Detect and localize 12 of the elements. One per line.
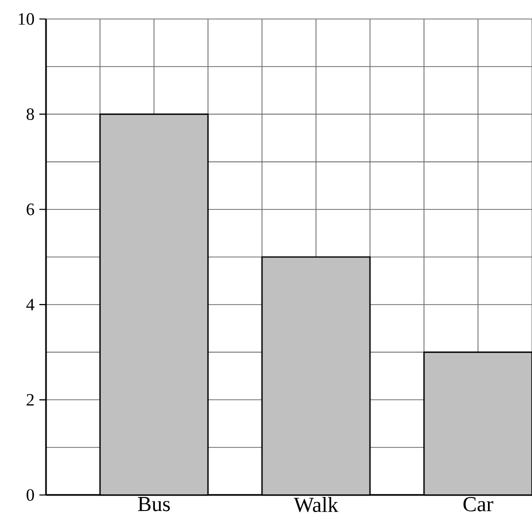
x-tick-label: Car — [463, 497, 494, 512]
y-tick-label: 8 — [26, 108, 34, 120]
bar — [261, 256, 371, 496]
bar — [423, 352, 532, 496]
y-tick-label: 4 — [26, 298, 34, 310]
y-tick-label: 0 — [26, 489, 34, 501]
bar — [99, 114, 209, 496]
x-tick-label: Bus — [138, 497, 170, 512]
x-tick-label: Walk — [294, 497, 338, 512]
y-tick-label: 6 — [26, 204, 34, 216]
y-tick-label: 2 — [26, 394, 34, 406]
y-tick-label: 10 — [18, 13, 34, 25]
